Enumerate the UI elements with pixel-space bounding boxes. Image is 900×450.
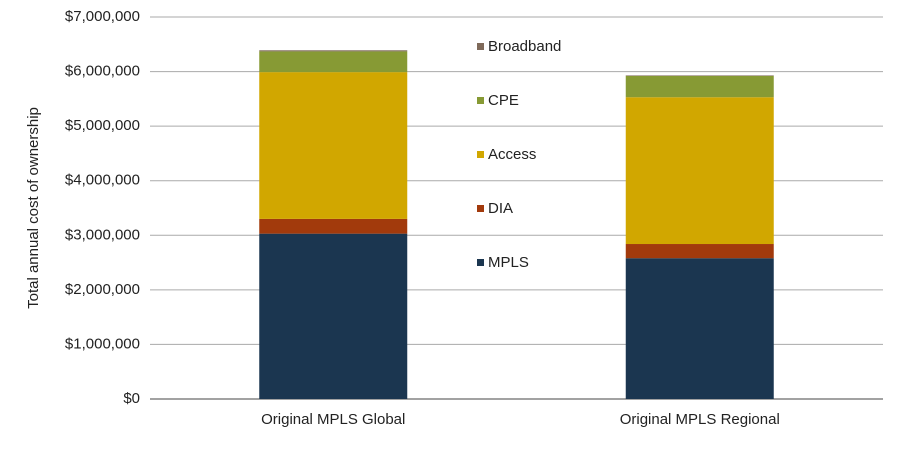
bar-segment (259, 72, 408, 219)
bar-segment (259, 51, 408, 73)
legend-label: DIA (488, 200, 513, 217)
legend-label: MPLS (488, 254, 529, 271)
y-tick-label: $1,000,000 (65, 335, 140, 352)
y-tick-label: $5,000,000 (65, 117, 140, 134)
x-tick-label: Original MPLS Global (261, 411, 405, 428)
legend-swatch (477, 205, 484, 212)
bar-segment (625, 75, 774, 76)
y-tick-label: $7,000,000 (65, 8, 140, 25)
legend-label: Access (488, 146, 536, 163)
bar-segment (259, 50, 408, 52)
y-tick-label: $0 (123, 390, 140, 407)
legend-swatch (477, 259, 484, 266)
legend-swatch (477, 97, 484, 104)
legend-label: Broadband (488, 38, 561, 55)
y-tick-label: $2,000,000 (65, 281, 140, 298)
x-tick-label: Original MPLS Regional (620, 411, 780, 428)
y-tick-label: $3,000,000 (65, 226, 140, 243)
bar-segment (625, 258, 774, 399)
y-tick-label: $6,000,000 (65, 63, 140, 80)
y-tick-label: $4,000,000 (65, 172, 140, 189)
bar-segment (259, 233, 408, 399)
bar-segment (259, 218, 408, 234)
bar-segment (625, 75, 774, 98)
legend-label: CPE (488, 92, 519, 109)
bar-segment (625, 244, 774, 259)
y-axis-label: Total annual cost of ownership (25, 107, 42, 309)
legend-swatch (477, 43, 484, 50)
bar-segment (625, 97, 774, 245)
legend-swatch (477, 151, 484, 158)
